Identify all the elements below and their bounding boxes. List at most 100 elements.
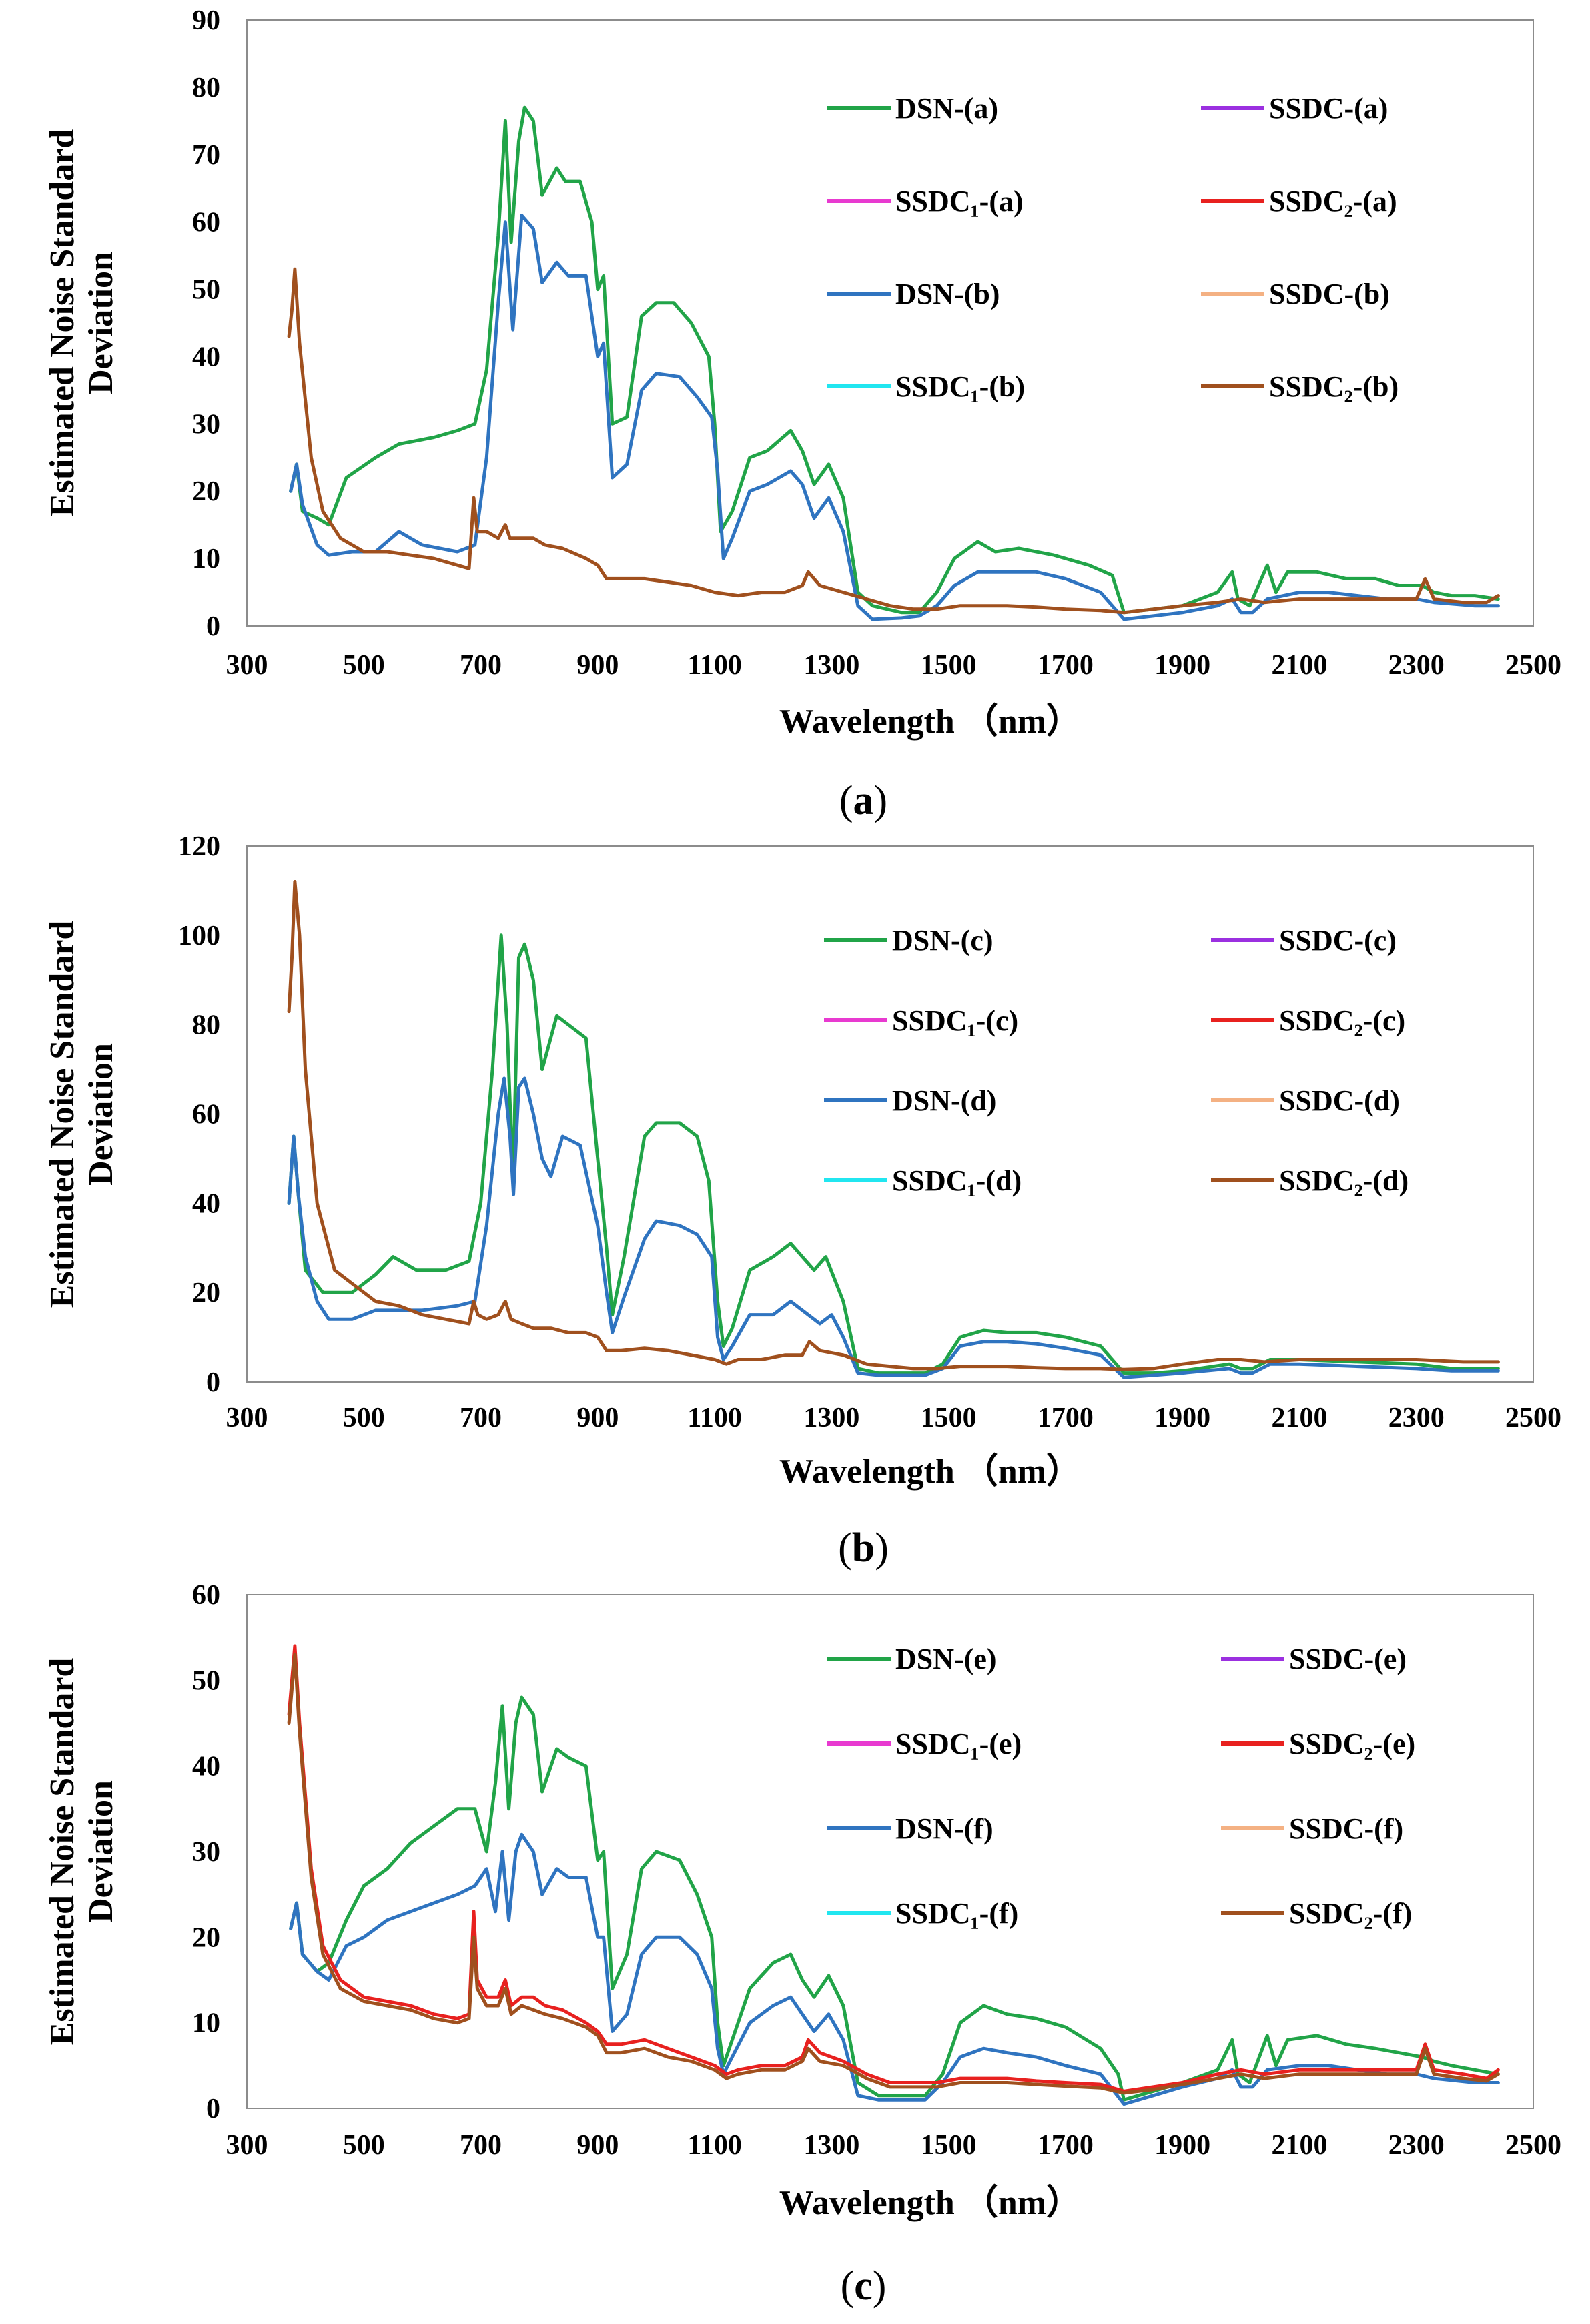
x-tick-label: 2100 <box>1271 650 1327 681</box>
y-tick-label: 40 <box>192 1752 220 1782</box>
legend-label: SSDC₂-(b) <box>1269 370 1399 403</box>
legend-label: SSDC₂-(e) <box>1289 1727 1415 1760</box>
x-tick-label: 700 <box>460 1403 502 1433</box>
y-tick-label: 120 <box>178 831 220 862</box>
series-line <box>287 880 1500 1371</box>
x-tick-label: 500 <box>343 650 385 681</box>
y-tick-label: 30 <box>192 1837 220 1868</box>
x-tick-label: 500 <box>343 1403 385 1433</box>
series-line <box>287 1644 1500 2093</box>
x-tick-label: 1900 <box>1154 650 1210 681</box>
legend-label: SSDC-(e) <box>1289 1643 1407 1675</box>
series-line <box>287 267 1500 615</box>
x-tick-label: 2500 <box>1505 2130 1561 2161</box>
legend-label: SSDC₂-(c) <box>1279 1004 1405 1037</box>
legend-label: SSDC-(a) <box>1269 92 1388 125</box>
chart-panel-b: 0 20 40 60 80 100 120 300 500 700 900 1100 1300 1500 1… <box>43 831 1561 1571</box>
chart-panel-c: 0 10 20 30 40 50 60 300 500 700 900 1100 1300 1500 170… <box>43 1580 1561 2309</box>
x-tick-label: 1500 <box>921 650 977 681</box>
plot-frame <box>246 19 1534 627</box>
series-line <box>287 1076 1500 1379</box>
y-axis-title-line1: Estimated Noise Standard <box>43 1658 81 2046</box>
y-axis-title-line1: Estimated Noise Standard <box>43 921 81 1308</box>
legend-label: DSN-(f) <box>895 1812 993 1845</box>
panel-label: (c) <box>841 2263 887 2309</box>
legend-label: DSN-(d) <box>892 1084 996 1117</box>
legend-label: SSDC₁-(f) <box>895 1897 1018 1930</box>
x-tick-label: 900 <box>576 650 619 681</box>
y-tick-label: 20 <box>192 1278 220 1308</box>
panel-label: (b) <box>838 1525 889 1571</box>
y-tick-label: 100 <box>178 921 220 951</box>
series-line <box>287 1653 1500 2095</box>
y-tick-label: 20 <box>192 476 220 507</box>
legend-label: SSDC-(b) <box>1269 278 1390 310</box>
x-tick-label: 2500 <box>1505 650 1561 681</box>
y-tick-label: 40 <box>192 342 220 372</box>
series-line <box>289 1695 1500 2102</box>
x-tick-label: 2100 <box>1271 2130 1327 2161</box>
chart-panel-a: 0 10 20 30 40 50 60 70 80 90 300 500 700 900 1100 1300 1… <box>43 5 1561 823</box>
plot-frame <box>246 1594 1534 2109</box>
x-tick-label: 900 <box>576 2130 619 2161</box>
y-tick-label: 80 <box>192 1010 220 1041</box>
legend-label: DSN-(b) <box>895 278 1000 310</box>
legend-label: SSDC₂-(f) <box>1289 1897 1412 1930</box>
legend-label: SSDC₂-(d) <box>1279 1164 1409 1197</box>
x-tick-label: 1700 <box>1038 2130 1094 2161</box>
x-tick-label: 1300 <box>803 650 859 681</box>
legend-label: SSDC₁-(b) <box>895 370 1025 403</box>
x-tick-label: 2500 <box>1505 1403 1561 1433</box>
legend-label: SSDC₁-(a) <box>895 185 1024 218</box>
y-tick-label: 10 <box>192 544 220 574</box>
x-tick-label: 1300 <box>803 2130 859 2161</box>
panel-label: (a) <box>839 778 887 823</box>
y-tick-label: 60 <box>192 1580 220 1611</box>
x-tick-label: 1700 <box>1038 650 1094 681</box>
x-tick-label: 500 <box>343 2130 385 2161</box>
y-tick-label: 90 <box>192 5 220 36</box>
legend-label: DSN-(c) <box>892 924 993 957</box>
x-tick-label: 1500 <box>921 2130 977 2161</box>
y-tick-label: 30 <box>192 409 220 440</box>
y-tick-label: 80 <box>192 73 220 103</box>
plot-frame <box>246 845 1534 1383</box>
x-tick-label: 1100 <box>687 650 742 681</box>
x-tick-label: 1700 <box>1038 1403 1094 1433</box>
x-tick-label: 700 <box>460 2130 502 2161</box>
legend-label: SSDC-(c) <box>1279 924 1397 957</box>
y-tick-label: 50 <box>192 275 220 306</box>
x-tick-label: 2300 <box>1388 2130 1445 2161</box>
x-axis-title: Wavelength （nm） <box>779 702 1081 741</box>
series-line <box>289 214 1500 621</box>
legend-label: DSN-(e) <box>895 1643 997 1675</box>
y-tick-label: 10 <box>192 2008 220 2039</box>
y-axis-title-line1: Estimated Noise Standard <box>43 129 81 517</box>
y-axis-title-line2: Deviation <box>82 1780 120 1923</box>
x-tick-label: 300 <box>226 2130 268 2161</box>
y-tick-label: 60 <box>192 208 220 238</box>
x-tick-label: 2100 <box>1271 1403 1327 1433</box>
x-tick-label: 1100 <box>687 1403 742 1433</box>
legend-label: SSDC-(d) <box>1279 1084 1400 1117</box>
y-tick-label: 0 <box>206 2094 220 2124</box>
x-tick-label: 1300 <box>803 1403 859 1433</box>
series-line <box>289 105 1500 615</box>
x-tick-label: 1900 <box>1154 1403 1210 1433</box>
y-tick-label: 0 <box>206 611 220 642</box>
y-axis-title-line2: Deviation <box>82 252 120 394</box>
x-tick-label: 1900 <box>1154 2130 1210 2161</box>
y-tick-label: 20 <box>192 1922 220 1953</box>
x-tick-label: 1500 <box>921 1403 977 1433</box>
x-tick-label: 2300 <box>1388 1403 1445 1433</box>
x-tick-label: 700 <box>460 650 502 681</box>
legend-label: SSDC₁-(c) <box>892 1004 1018 1037</box>
x-tick-label: 900 <box>576 1403 619 1433</box>
y-axis-title-line2: Deviation <box>82 1043 120 1186</box>
x-tick-label: 300 <box>226 650 268 681</box>
y-tick-label: 0 <box>206 1367 220 1398</box>
x-axis-title: Wavelength （nm） <box>779 1452 1081 1491</box>
series-line <box>287 933 1500 1375</box>
legend-label: DSN-(a) <box>895 92 998 125</box>
